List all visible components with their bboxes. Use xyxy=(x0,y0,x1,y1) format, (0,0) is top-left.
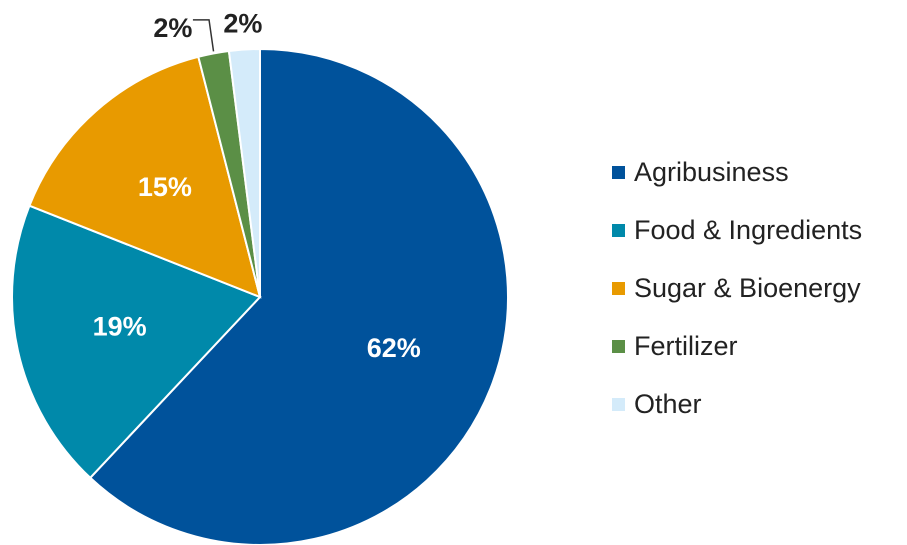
leader-line xyxy=(192,19,215,52)
pie-slice xyxy=(11,204,262,480)
value-label: 19% xyxy=(93,312,147,342)
legend-label: Food & Ingredients xyxy=(634,215,862,245)
pie-slice xyxy=(227,47,261,298)
value-label: 15% xyxy=(138,172,192,202)
legend-label: Fertilizer xyxy=(634,331,738,361)
legend-label: Other xyxy=(634,389,702,419)
value-label: 2% xyxy=(223,9,262,39)
pie-slice xyxy=(28,55,262,299)
legend-swatch xyxy=(612,398,625,411)
legend-swatch xyxy=(612,166,625,179)
value-label: 62% xyxy=(367,333,421,363)
value-label: 2% xyxy=(153,13,192,43)
legend-label: Agribusiness xyxy=(634,157,789,187)
legend-swatch xyxy=(612,340,625,353)
legend-label: Sugar & Bioenergy xyxy=(634,273,861,303)
legend-swatch xyxy=(612,282,625,295)
pie-slice xyxy=(88,47,509,545)
legend-swatch xyxy=(612,224,625,237)
